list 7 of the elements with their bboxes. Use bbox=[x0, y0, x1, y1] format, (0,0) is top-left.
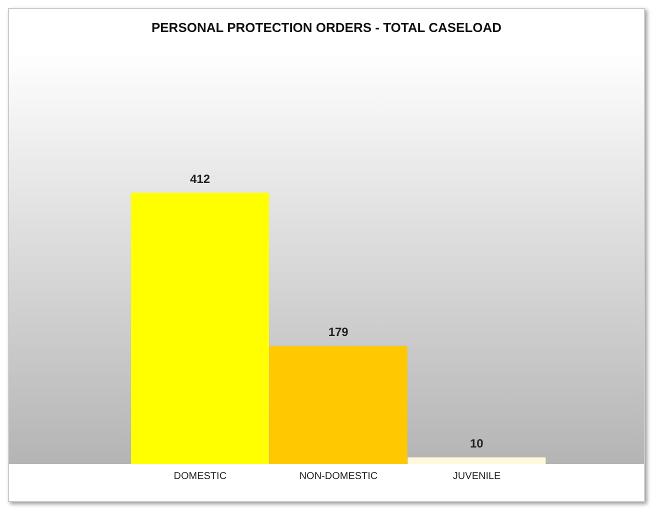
x-tick-label: DOMESTIC bbox=[174, 471, 227, 482]
data-label: 412 bbox=[190, 172, 210, 186]
data-label: 179 bbox=[328, 325, 349, 340]
x-tick-label: NON-DOMESTIC bbox=[299, 471, 378, 482]
x-tick-label: JUVENILE bbox=[452, 471, 502, 482]
chart-title: PERSONAL PROTECTION ORDERS - TOTAL CASELOAD bbox=[143, 18, 510, 37]
data-label: 10 bbox=[470, 436, 484, 450]
